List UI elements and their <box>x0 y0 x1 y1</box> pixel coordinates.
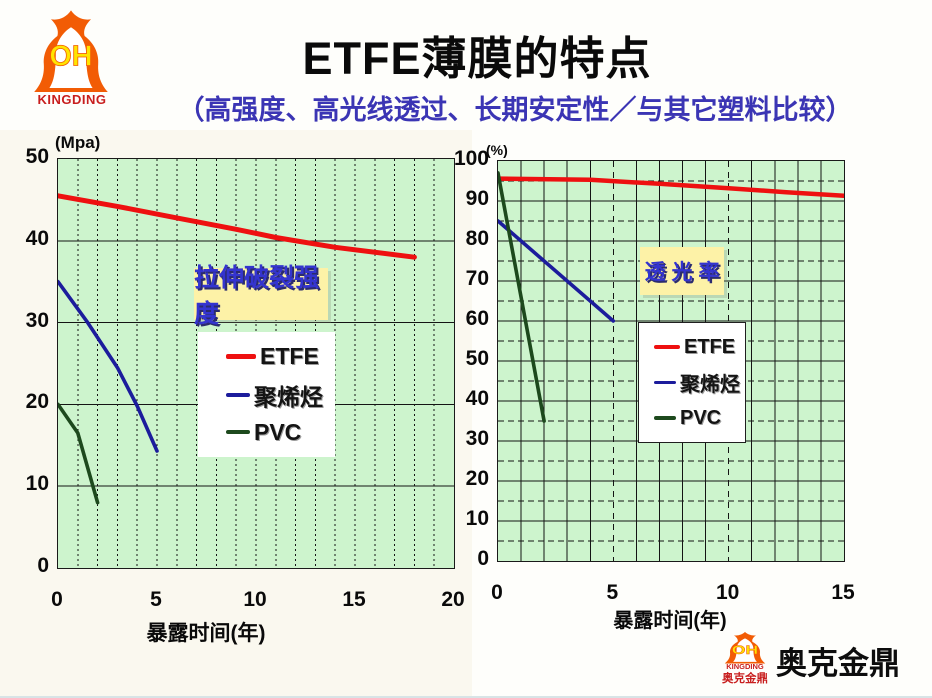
x-tick-label: 0 <box>51 588 63 611</box>
chart2-title-box: 透 光 率 <box>640 247 724 295</box>
bell-logo-icon: OH <box>34 10 108 92</box>
x-tick-label: 10 <box>243 588 267 611</box>
legend-label-pvc: PVC <box>680 406 722 429</box>
chart2-y-unit-label: (%) <box>486 142 508 158</box>
legend-row-pvc: PVC <box>226 419 335 446</box>
pvc-line-swatch-icon <box>226 430 250 435</box>
x-tick-label: 15 <box>831 581 855 604</box>
y-tick-label: 50 <box>25 145 49 168</box>
footer-brand-text: KINGDING <box>726 662 764 671</box>
page-title: ETFE薄膜的特点 <box>302 33 652 84</box>
page-subtitle: （高强度、高光线透过、长期安定性／与其它塑料比较） <box>177 95 853 125</box>
x-tick-label: 15 <box>342 588 366 611</box>
y-tick-label: 70 <box>465 267 489 290</box>
pvc-line-swatch-icon <box>654 416 676 420</box>
y-tick-label: 50 <box>465 347 489 370</box>
kingding-logo: OH KINGDING <box>30 8 134 118</box>
y-tick-label: 60 <box>465 307 489 330</box>
legend-row-pvc: PVC <box>654 407 745 430</box>
chart1-canvas <box>58 159 454 568</box>
y-tick-label: 0 <box>477 547 489 570</box>
logo-monogram: OH <box>49 41 92 73</box>
y-tick-label: 20 <box>465 467 489 490</box>
legend-row-polyolefin: 聚烯烃 <box>226 378 335 412</box>
logo-brand-text: KINGDING <box>37 92 107 107</box>
y-tick-label: 30 <box>465 427 489 450</box>
polyolefin-line-swatch-icon <box>654 380 676 385</box>
y-tick-label: 100 <box>453 147 489 170</box>
chart1-legend: ETFE 聚烯烃 PVC <box>198 332 335 457</box>
y-tick-label: 10 <box>25 472 49 496</box>
y-tick-label: 80 <box>465 227 489 250</box>
bell-logo-small-icon: OH <box>724 631 766 664</box>
y-tick-label: 40 <box>25 226 49 250</box>
chart1-y-unit-label: (Mpa) <box>55 133 101 152</box>
y-tick-label: 90 <box>465 187 489 210</box>
x-tick-label: 20 <box>441 588 465 611</box>
y-tick-label: 30 <box>25 308 49 332</box>
footer-logo: OH KINGDING 奥克金鼎 <box>715 628 932 690</box>
legend-label-etfe: ETFE <box>260 343 319 370</box>
y-tick-label: 20 <box>25 390 49 414</box>
y-tick-label: 10 <box>465 507 489 530</box>
x-tick-label: 0 <box>491 581 503 604</box>
y-tick-label: 0 <box>37 554 49 577</box>
x-tick-label: 10 <box>715 581 740 604</box>
chart2-x-axis-title: 暴露时间(年) <box>613 610 727 632</box>
chart1-x-axis-title: 暴露时间(年) <box>146 622 266 645</box>
legend-label-etfe: ETFE <box>684 335 736 358</box>
footer-logo-monogram: OH <box>732 643 758 657</box>
x-tick-label: 5 <box>150 588 162 611</box>
chart2-legend: ETFE 聚烯烃 PVC <box>638 322 746 443</box>
legend-row-etfe: ETFE <box>226 343 335 370</box>
legend-label-pvc: PVC <box>254 418 302 445</box>
legend-row-polyolefin: 聚烯烃 <box>654 368 745 397</box>
legend-label-polyolefin: 聚烯烃 <box>680 374 740 396</box>
etfe-line-swatch-icon <box>226 354 256 360</box>
legend-label-polyolefin: 聚烯烃 <box>254 383 323 410</box>
footer-wordmark: 奥克金鼎 <box>776 646 900 681</box>
chart1-title-box: 拉伸破裂强度 <box>194 264 328 328</box>
polyolefin-line-swatch-icon <box>226 392 250 397</box>
footer-company-cn-small: 奥克金鼎 <box>722 673 768 685</box>
x-tick-label: 5 <box>606 581 619 604</box>
legend-row-etfe: ETFE <box>654 336 745 359</box>
etfe-line-swatch-icon <box>654 344 680 350</box>
y-tick-label: 40 <box>465 387 489 410</box>
